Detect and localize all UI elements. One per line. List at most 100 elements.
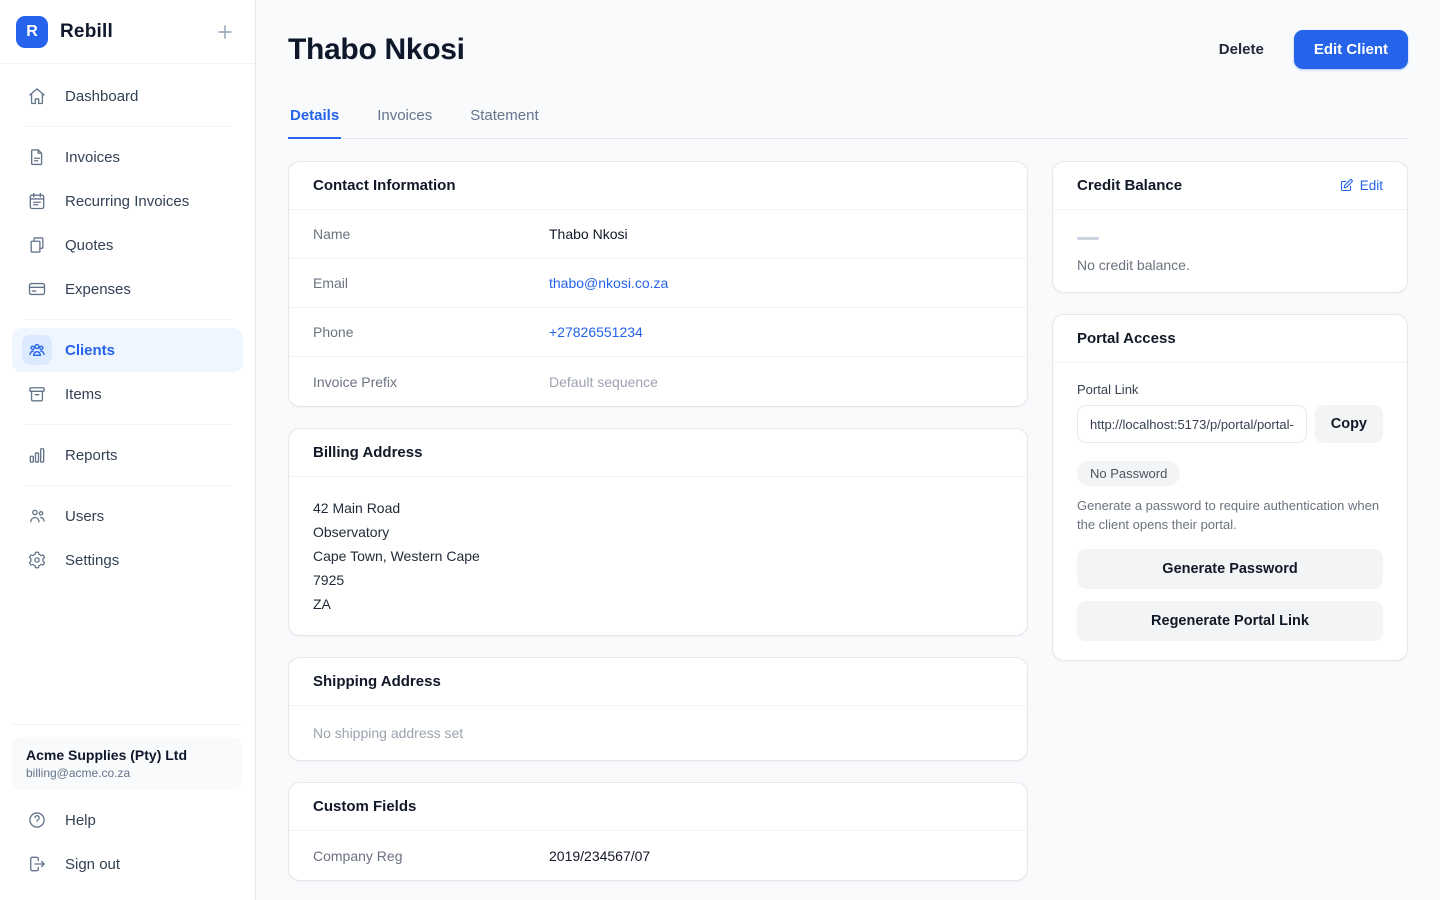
card-title: Contact Information bbox=[313, 177, 456, 194]
sidebar-footer: Acme Supplies (Pty) Ltd billing@acme.co.… bbox=[0, 716, 255, 900]
phone-link[interactable]: +27826551234 bbox=[549, 324, 643, 340]
regenerate-portal-link-button[interactable]: Regenerate Portal Link bbox=[1077, 600, 1383, 641]
delete-button[interactable]: Delete bbox=[1205, 31, 1278, 68]
card-title: Custom Fields bbox=[313, 798, 417, 815]
shipping-address-card: Shipping Address No shipping address set bbox=[288, 657, 1028, 761]
org-card[interactable]: Acme Supplies (Pty) Ltd billing@acme.co.… bbox=[12, 737, 243, 790]
sidebar-item-label: Dashboard bbox=[65, 87, 139, 105]
address-line: ZA bbox=[313, 596, 331, 612]
gear-icon bbox=[22, 545, 52, 575]
tab-statement[interactable]: Statement bbox=[470, 107, 539, 124]
sidebar-item-items[interactable]: Items bbox=[12, 372, 243, 416]
main-content: Thabo Nkosi Delete Edit Client Details I… bbox=[256, 0, 1440, 900]
sidebar-item-label: Invoices bbox=[65, 148, 121, 166]
app-logo: R bbox=[16, 15, 48, 48]
sidebar-item-sign-out[interactable]: Sign out bbox=[12, 842, 243, 886]
email-link[interactable]: thabo@nkosi.co.za bbox=[549, 275, 669, 291]
org-email: billing@acme.co.za bbox=[26, 766, 131, 780]
card-header: Shipping Address bbox=[289, 658, 1027, 706]
sidebar-item-users[interactable]: Users bbox=[12, 494, 243, 538]
card-title: Credit Balance bbox=[1077, 177, 1183, 194]
no-password-badge: No Password bbox=[1077, 461, 1181, 486]
brand-name: Rebill bbox=[60, 20, 113, 42]
divider bbox=[24, 319, 231, 320]
card-title: Shipping Address bbox=[313, 673, 441, 690]
row-label: Company Reg bbox=[313, 847, 403, 864]
portal-access-card: Portal Access Portal Link Copy No Passwo… bbox=[1052, 314, 1408, 661]
card-header: Portal Access bbox=[1053, 315, 1407, 363]
sidebar-item-label: Clients bbox=[65, 341, 116, 359]
help-icon bbox=[22, 805, 52, 835]
sidebar-item-clients[interactable]: Clients bbox=[12, 328, 243, 372]
custom-field-row: Company Reg 2019/234567/07 bbox=[289, 831, 1027, 880]
edit-credit-balance-button[interactable]: Edit bbox=[1339, 178, 1383, 193]
card-title: Portal Access bbox=[1077, 330, 1176, 347]
sidebar-item-recurring-invoices[interactable]: Recurring Invoices bbox=[12, 179, 243, 223]
contact-row-name: Name Thabo Nkosi bbox=[289, 210, 1027, 259]
pencil-square-icon bbox=[1339, 178, 1354, 193]
credit-balance-card: Credit Balance Edit No credit balance. bbox=[1052, 161, 1408, 293]
page-title: Thabo Nkosi bbox=[288, 32, 465, 66]
credit-balance-empty-text: No credit balance. bbox=[1077, 257, 1190, 273]
page-header: Thabo Nkosi Delete Edit Client bbox=[288, 30, 1408, 69]
sidebar-item-help[interactable]: Help bbox=[12, 798, 243, 842]
sidebar: R Rebill Dashboard Invoices bbox=[0, 0, 256, 900]
sign-out-icon bbox=[22, 849, 52, 879]
sidebar-item-invoices[interactable]: Invoices bbox=[12, 135, 243, 179]
sidebar-item-settings[interactable]: Settings bbox=[12, 538, 243, 582]
sidebar-item-label: Quotes bbox=[65, 236, 114, 254]
card-header: Contact Information bbox=[289, 162, 1027, 210]
billing-address-body: 42 Main Road Observatory Cape Town, West… bbox=[289, 477, 1027, 635]
generate-password-button[interactable]: Generate Password bbox=[1077, 548, 1383, 589]
card-header: Credit Balance Edit bbox=[1053, 162, 1407, 210]
sidebar-item-label: Sign out bbox=[65, 855, 121, 873]
edit-client-button[interactable]: Edit Client bbox=[1293, 30, 1408, 69]
sidebar-item-label: Recurring Invoices bbox=[65, 192, 190, 210]
add-button[interactable] bbox=[211, 18, 239, 46]
sidebar-item-quotes[interactable]: Quotes bbox=[12, 223, 243, 267]
sidebar-item-label: Settings bbox=[65, 551, 120, 569]
sidebar-item-label: Items bbox=[65, 385, 102, 403]
sidebar-nav: Dashboard Invoices Recurring Invoices Qu… bbox=[0, 64, 255, 582]
tab-details[interactable]: Details bbox=[288, 107, 342, 139]
credit-card-icon bbox=[22, 274, 52, 304]
sidebar-item-label: Expenses bbox=[65, 280, 131, 298]
app-logo-letter: R bbox=[26, 22, 38, 40]
copy-button[interactable]: Copy bbox=[1314, 405, 1383, 443]
tab-invoices[interactable]: Invoices bbox=[377, 107, 433, 124]
sidebar-item-dashboard[interactable]: Dashboard bbox=[12, 74, 243, 118]
calendar-icon bbox=[22, 186, 52, 216]
empty-balance-dash bbox=[1077, 237, 1099, 240]
clients-icon bbox=[22, 335, 52, 365]
invoice-icon bbox=[22, 142, 52, 172]
divider bbox=[24, 485, 231, 486]
archive-box-icon bbox=[22, 379, 52, 409]
contact-information-card: Contact Information Name Thabo Nkosi Ema… bbox=[288, 161, 1028, 407]
card-title: Billing Address bbox=[313, 444, 423, 461]
quotes-icon bbox=[22, 230, 52, 260]
card-header: Billing Address bbox=[289, 429, 1027, 477]
card-header: Custom Fields bbox=[289, 783, 1027, 831]
row-label: Name bbox=[313, 226, 351, 242]
row-value: 2019/234567/07 bbox=[549, 847, 651, 864]
divider bbox=[24, 126, 231, 127]
row-label: Phone bbox=[313, 324, 354, 340]
address-line: Cape Town, Western Cape bbox=[313, 548, 480, 564]
users-icon bbox=[22, 501, 52, 531]
details-content: Contact Information Name Thabo Nkosi Ema… bbox=[288, 161, 1408, 881]
sidebar-item-expenses[interactable]: Expenses bbox=[12, 267, 243, 311]
portal-description: Generate a password to require authentic… bbox=[1077, 498, 1380, 532]
portal-link-input[interactable] bbox=[1077, 405, 1307, 443]
row-label: Email bbox=[313, 275, 349, 291]
sidebar-item-label: Users bbox=[65, 507, 105, 525]
contact-row-phone: Phone +27826551234 bbox=[289, 308, 1027, 357]
address-line: 7925 bbox=[313, 572, 345, 588]
bar-chart-icon bbox=[22, 440, 52, 470]
contact-row-email: Email thabo@nkosi.co.za bbox=[289, 259, 1027, 308]
sidebar-item-reports[interactable]: Reports bbox=[12, 433, 243, 477]
row-value: Default sequence bbox=[549, 373, 658, 390]
sidebar-header: R Rebill bbox=[0, 0, 255, 64]
header-actions: Delete Edit Client bbox=[1205, 30, 1408, 69]
row-label: Invoice Prefix bbox=[313, 373, 398, 390]
billing-address-card: Billing Address 42 Main Road Observatory… bbox=[288, 428, 1028, 636]
